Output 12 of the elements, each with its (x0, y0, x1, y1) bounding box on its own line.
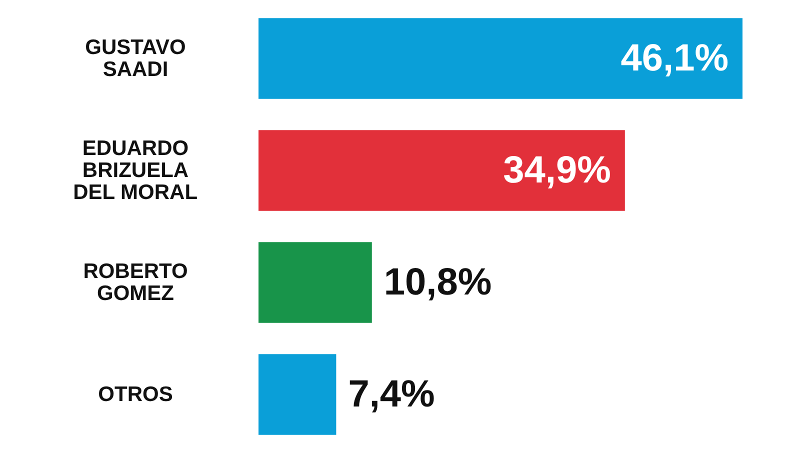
bar (258, 242, 372, 323)
y-tick-label: EDUARDO BRIZUELA DEL MORAL (73, 137, 198, 204)
y-tick-label: OTROS (98, 383, 173, 406)
y-tick-label: GUSTAVO SAADI (85, 36, 186, 81)
data-label: 10,8% (384, 262, 492, 304)
data-label: 46,1% (620, 38, 729, 80)
bar (258, 130, 625, 211)
bar (258, 354, 336, 435)
data-label: 7,4% (348, 374, 435, 416)
y-tick-label: ROBERTO GOMEZ (83, 260, 188, 305)
bar (258, 18, 742, 99)
data-label: 34,9% (503, 150, 611, 192)
